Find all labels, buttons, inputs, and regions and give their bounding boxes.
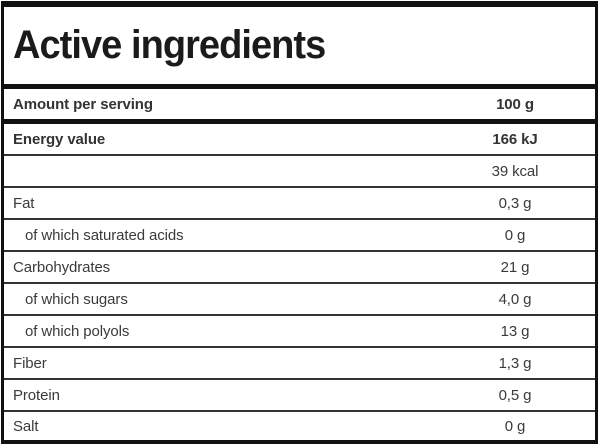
table-row: of which saturated acids 0 g <box>4 220 595 252</box>
row-value: 100 g <box>496 95 534 113</box>
table-row: Salt 0 g <box>4 412 595 440</box>
row-value: 1,3 g <box>498 354 532 372</box>
row-label: Carbohydrates <box>13 258 111 276</box>
table-row: Carbohydrates 21 g <box>4 252 595 284</box>
row-label: Salt <box>13 417 39 435</box>
row-label: Protein <box>13 386 60 404</box>
row-value: 4,0 g <box>498 290 532 308</box>
row-label: Fat <box>13 194 35 212</box>
row-label: Amount per serving <box>13 95 153 113</box>
row-label: Fiber <box>13 354 47 372</box>
table-row: 39 kcal <box>4 156 595 188</box>
table-header-section: Active ingredients <box>4 7 595 89</box>
row-value: 21 g <box>500 258 530 276</box>
row-label: of which saturated acids <box>25 226 184 244</box>
table-row: Protein 0,5 g <box>4 380 595 412</box>
table-row: Energy value 166 kJ <box>4 124 595 156</box>
row-value: 0 g <box>504 417 526 435</box>
row-value: 39 kcal <box>491 162 539 180</box>
row-value: 0 g <box>504 226 526 244</box>
table-row: Fat 0,3 g <box>4 188 595 220</box>
table-row: of which polyols 13 g <box>4 316 595 348</box>
amount-per-serving-row: Amount per serving 100 g <box>4 89 595 124</box>
row-value: 166 kJ <box>492 130 538 148</box>
page-title: Active ingredients <box>13 23 326 67</box>
row-label: Energy value <box>13 130 106 148</box>
row-value: 0,5 g <box>498 386 532 404</box>
row-label: of which polyols <box>25 322 130 340</box>
row-value: 13 g <box>500 322 530 340</box>
row-value: 0,3 g <box>498 194 532 212</box>
table-row: Fiber 1,3 g <box>4 348 595 380</box>
table-row: of which sugars 4,0 g <box>4 284 595 316</box>
row-label: of which sugars <box>25 290 128 308</box>
